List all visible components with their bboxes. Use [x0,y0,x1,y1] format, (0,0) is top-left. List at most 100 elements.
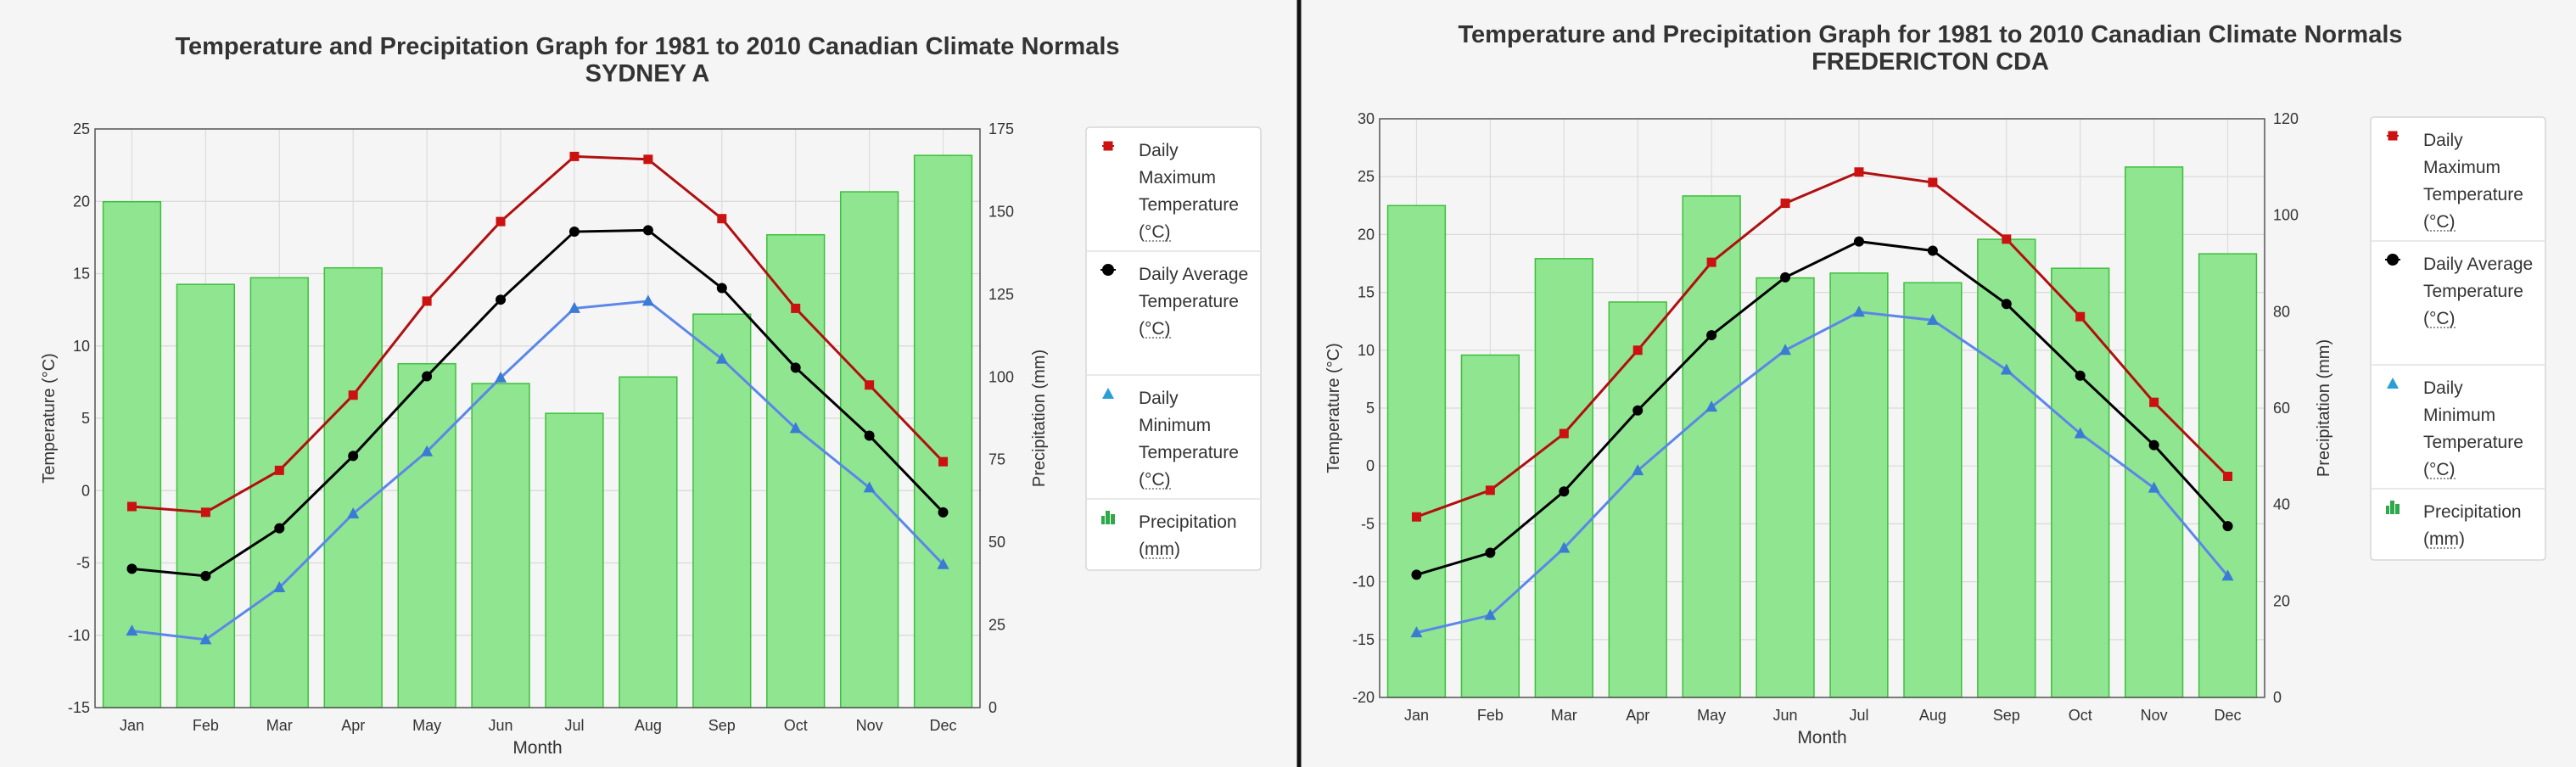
tmin-point-aug [1926,313,1939,325]
legend-item-tavg[interactable]: Daily Average Temperature (°C) [2371,240,2545,328]
xtick-nov: Nov [856,717,883,734]
tavg-point-apr [348,451,359,462]
y-axis-label-right: Precipitation (mm) [1030,350,1049,487]
ytick-left: -15 [68,699,90,716]
ytick-left: -10 [1352,574,1375,591]
precip-bar-nov [839,191,899,708]
ytick-right: 100 [2273,207,2299,224]
legend-item-tmax[interactable]: Daily Maximum Temperature (°C) [1102,141,1239,242]
tmax-point-apr [1632,345,1643,356]
xtick-oct: Oct [2069,707,2092,724]
square-marker-icon [1103,141,1113,151]
tmax-point-jun [496,216,506,227]
tavg-point-aug [1927,245,1938,256]
tmin-point-oct [789,422,802,434]
tavg-point-dec [938,507,949,518]
ytick-right: 50 [988,534,1005,551]
tmin-point-sep [2000,363,2013,375]
ytick-left: 0 [81,482,90,499]
legend-label-line: Precipitation [2423,502,2522,522]
plot-frame [1379,118,2265,698]
tmin-point-dec [937,557,949,569]
y-axis-label-right: Precipitation (mm) [2315,339,2333,477]
xtick-nov: Nov [2141,707,2168,724]
tmax-point-nov [865,380,875,390]
tmin-point-jun [495,371,507,383]
tavg-point-jun [1780,272,1791,283]
legend-item-tmin[interactable]: Daily Minimum Temperature (°C) [2371,364,2545,479]
x-axis-label: Month [1797,728,1846,747]
precip-bar-may [1682,195,1741,698]
legend-label-line: Daily Average [2423,255,2533,274]
ytick-left: 20 [73,193,90,210]
legend-label-line: Maximum [1139,168,1216,188]
ytick-right: 75 [988,451,1005,468]
xtick-may: May [412,717,441,734]
tmax-point-oct [791,303,801,313]
legend-label-line: Minimum [2423,406,2495,425]
precip-bar-aug [1903,282,1963,698]
precip-bar-mar [249,277,309,708]
ytick-left: -10 [68,627,90,644]
ytick-left: 15 [1358,284,1375,301]
ytick-left: 5 [81,410,90,427]
precip-bar-jan [102,200,162,708]
ytick-left: 20 [1358,226,1375,243]
tmin-line [132,300,944,641]
ytick-right: 120 [2273,110,2299,127]
legend-item-tmax[interactable]: Daily Maximum Temperature (°C) [2387,131,2523,232]
legend-label-line: (°C) [2423,460,2456,479]
ytick-right: 150 [988,203,1014,220]
ytick-right: 125 [988,286,1014,303]
precip-bar-apr [323,266,383,708]
tmin-point-apr [347,507,360,519]
precip-bar-jun [471,383,530,708]
tavg-point-jan [1411,569,1422,580]
tavg-point-oct [2075,370,2086,381]
tavg-point-may [1706,330,1717,341]
tavg-point-aug [642,225,653,236]
legend-label-line: Daily [1139,141,1179,160]
legend-label-line: Daily [1139,389,1179,408]
legend-label-line: Daily [2423,131,2463,150]
xtick-jun: Jun [1773,707,1798,724]
tavg-point-feb [1485,547,1496,558]
ytick-left: 10 [1358,342,1375,359]
triangle-marker-icon [2387,378,2399,389]
precip-bar-sep [1977,238,2036,698]
tmin-point-feb [199,633,212,645]
legend-label-line: Daily Average [1139,265,1248,284]
tavg-point-oct [790,362,801,373]
legend-item-precip[interactable]: Precipitation (mm) [1086,498,1261,559]
tmin-point-may [1705,400,1718,412]
xtick-sep: Sep [708,717,736,734]
tmin-point-may [421,445,434,456]
ytick-right: 175 [988,120,1014,137]
legend-item-tavg[interactable]: Daily Average Temperature (°C) [1086,250,1261,339]
tmin-point-sep [715,352,728,364]
tmin-line [1416,311,2229,635]
legend-item-precip[interactable]: Precipitation (mm) [2371,488,2545,549]
legend-item-tmin[interactable]: Daily Minimum Temperature (°C) [1086,374,1261,490]
tmax-point-may [1706,257,1716,267]
legend-label-line: (°C) [1139,222,1171,242]
ytick-left: -15 [1352,631,1375,648]
bar-chart-icon [1101,511,1115,524]
legend-label-line: (mm) [2423,529,2465,549]
tavg-point-apr [1632,405,1644,416]
tmin-point-jul [1852,305,1865,317]
precip-bar-dec [913,154,973,708]
xtick-jun: Jun [489,717,513,734]
tavg-point-sep [716,283,727,294]
tmax-point-dec [2223,471,2233,481]
tmin-point-nov [863,481,876,493]
legend-label-line: Precipitation [1139,512,1237,532]
tavg-point-mar [1559,486,1570,497]
tmax-point-may [422,296,432,306]
legend-label-line: Temperature [2423,185,2523,204]
tmax-point-sep [717,214,727,224]
tmax-point-jan [1411,512,1421,522]
tmax-point-aug [1928,177,1938,188]
